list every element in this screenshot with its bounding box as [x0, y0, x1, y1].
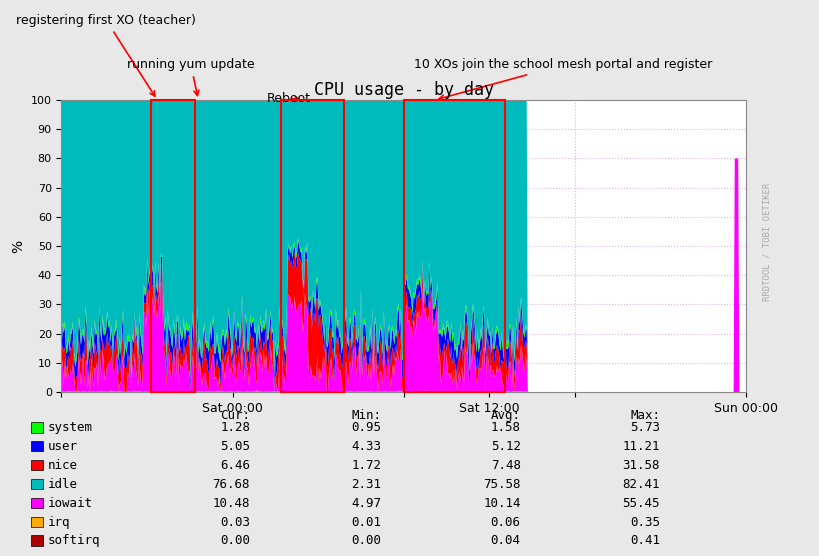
Text: registering first XO (teacher): registering first XO (teacher) — [16, 14, 196, 96]
Text: 55.45: 55.45 — [622, 497, 659, 510]
Text: 0.06: 0.06 — [490, 515, 520, 529]
Text: 0.95: 0.95 — [351, 421, 381, 434]
Y-axis label: %: % — [11, 240, 25, 252]
Bar — [151, 100, 195, 392]
Text: 31.58: 31.58 — [622, 459, 659, 472]
Text: 0.04: 0.04 — [490, 534, 520, 548]
Text: iowait: iowait — [48, 497, 93, 510]
Bar — [280, 100, 343, 392]
Text: Min:: Min: — [351, 409, 381, 421]
Text: system: system — [48, 421, 93, 434]
Text: 0.35: 0.35 — [629, 515, 659, 529]
Text: Max:: Max: — [629, 409, 659, 421]
Text: 2.31: 2.31 — [351, 478, 381, 491]
Text: 5.12: 5.12 — [490, 440, 520, 453]
Text: irq: irq — [48, 515, 70, 529]
Text: running yum update: running yum update — [127, 58, 255, 96]
Text: softirq: softirq — [48, 534, 100, 548]
Text: 1.58: 1.58 — [490, 421, 520, 434]
Text: 0.00: 0.00 — [219, 534, 250, 548]
Text: 0.01: 0.01 — [351, 515, 381, 529]
Text: 1.28: 1.28 — [219, 421, 250, 434]
Bar — [403, 100, 505, 392]
Text: 0.03: 0.03 — [219, 515, 250, 529]
Text: 5.73: 5.73 — [629, 421, 659, 434]
Text: nice: nice — [48, 459, 78, 472]
Text: 7.48: 7.48 — [490, 459, 520, 472]
Text: 0.00: 0.00 — [351, 534, 381, 548]
Text: 4.33: 4.33 — [351, 440, 381, 453]
Text: 82.41: 82.41 — [622, 478, 659, 491]
Text: 10.14: 10.14 — [482, 497, 520, 510]
Text: 75.58: 75.58 — [482, 478, 520, 491]
Text: user: user — [48, 440, 78, 453]
Text: Reboot: Reboot — [266, 92, 310, 105]
Text: 6.46: 6.46 — [219, 459, 250, 472]
Text: 5.05: 5.05 — [219, 440, 250, 453]
Text: idle: idle — [48, 478, 78, 491]
Text: 10 XOs join the school mesh portal and register: 10 XOs join the school mesh portal and r… — [414, 58, 712, 100]
Text: 11.21: 11.21 — [622, 440, 659, 453]
Text: Cur:: Cur: — [219, 409, 250, 421]
Text: RRDTOOL / TOBI OETIKER: RRDTOOL / TOBI OETIKER — [762, 183, 770, 301]
Text: 1.72: 1.72 — [351, 459, 381, 472]
Title: CPU usage - by day: CPU usage - by day — [314, 81, 493, 98]
Text: 0.41: 0.41 — [629, 534, 659, 548]
Text: 4.97: 4.97 — [351, 497, 381, 510]
Text: 76.68: 76.68 — [212, 478, 250, 491]
Text: 10.48: 10.48 — [212, 497, 250, 510]
Text: Avg:: Avg: — [490, 409, 520, 421]
